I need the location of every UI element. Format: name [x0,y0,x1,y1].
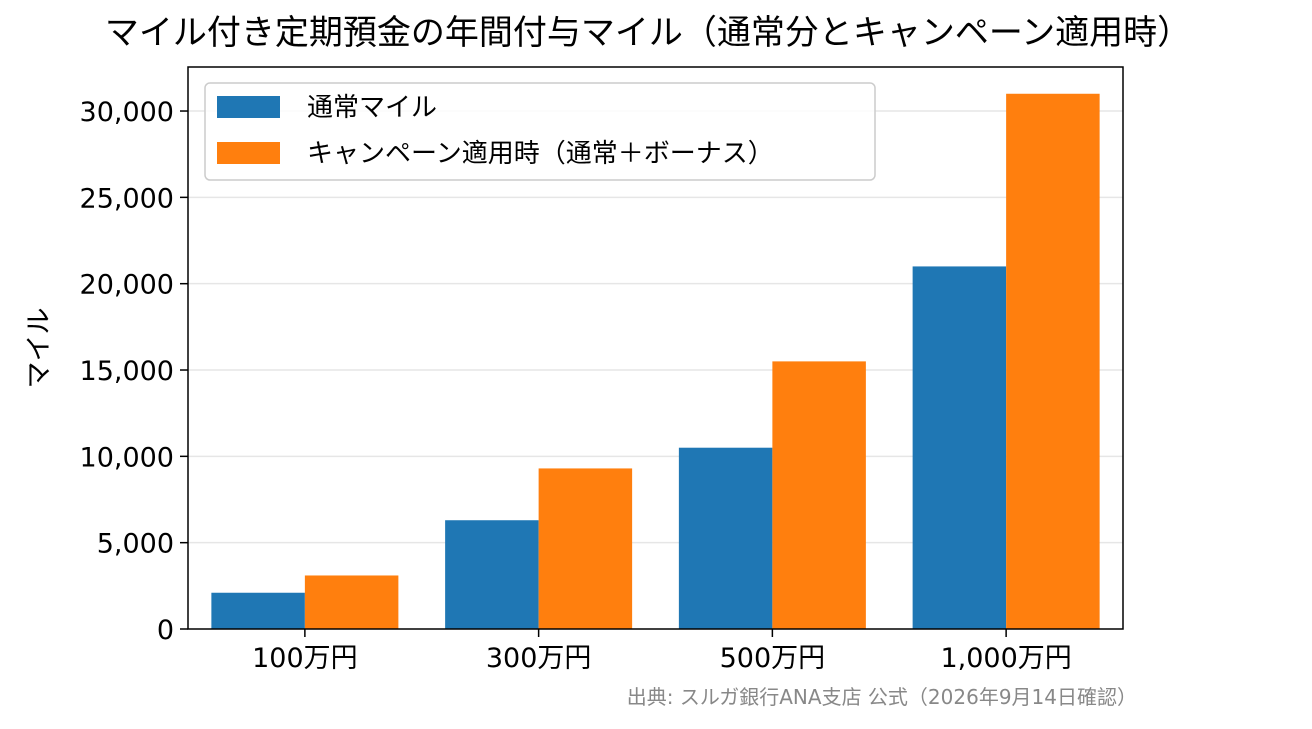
legend-box [204,82,876,181]
legend-swatch [217,142,280,164]
bar-campaign-2 [772,361,866,629]
bar-campaign-1 [538,468,633,629]
bar-normal-3 [912,266,1007,629]
bar-normal-2 [678,447,773,629]
x-tick-label: 300万円 [486,643,592,674]
y-tick-label: 10,000 [80,442,174,473]
bars [211,93,1100,629]
y-tick-label: 5,000 [97,529,174,560]
y-tick-label: 30,000 [80,97,174,128]
plot-frame [187,66,1124,630]
x-tick-label: 1,000万円 [940,643,1071,674]
y-ticks: 0 5,000 10,000 15,000 20,000 25,000 30,000 [80,97,188,646]
legend-label: 通常マイル [307,93,437,123]
legend-label: キャンペーン適用時（通常＋ボーナス） [307,139,774,169]
x-ticks: 100万円 300万円 500万円 1,000万円 [252,629,1072,674]
axes [187,66,1124,630]
y-tick-label: 15,000 [80,356,174,387]
source-footnote: 出典: スルガ銀行ANA支店 公式（2026年9月14日確認） [627,685,1137,709]
bar-campaign-0 [304,575,399,629]
bar-campaign-3 [1006,93,1100,629]
x-tick-label: 500万円 [720,643,826,674]
x-tick-label: 100万円 [252,643,358,674]
bar-normal-0 [211,592,305,629]
y-tick-label: 0 [157,615,174,646]
y-tick-label: 20,000 [80,270,174,301]
chart-title: マイル付き定期預金の年間付与マイル（通常分とキャンペーン適用時） [105,13,1191,53]
bar-normal-1 [445,520,539,629]
legend-swatch [217,96,280,118]
y-tick-label: 25,000 [80,183,174,214]
y-axis-label: マイル [24,308,55,389]
